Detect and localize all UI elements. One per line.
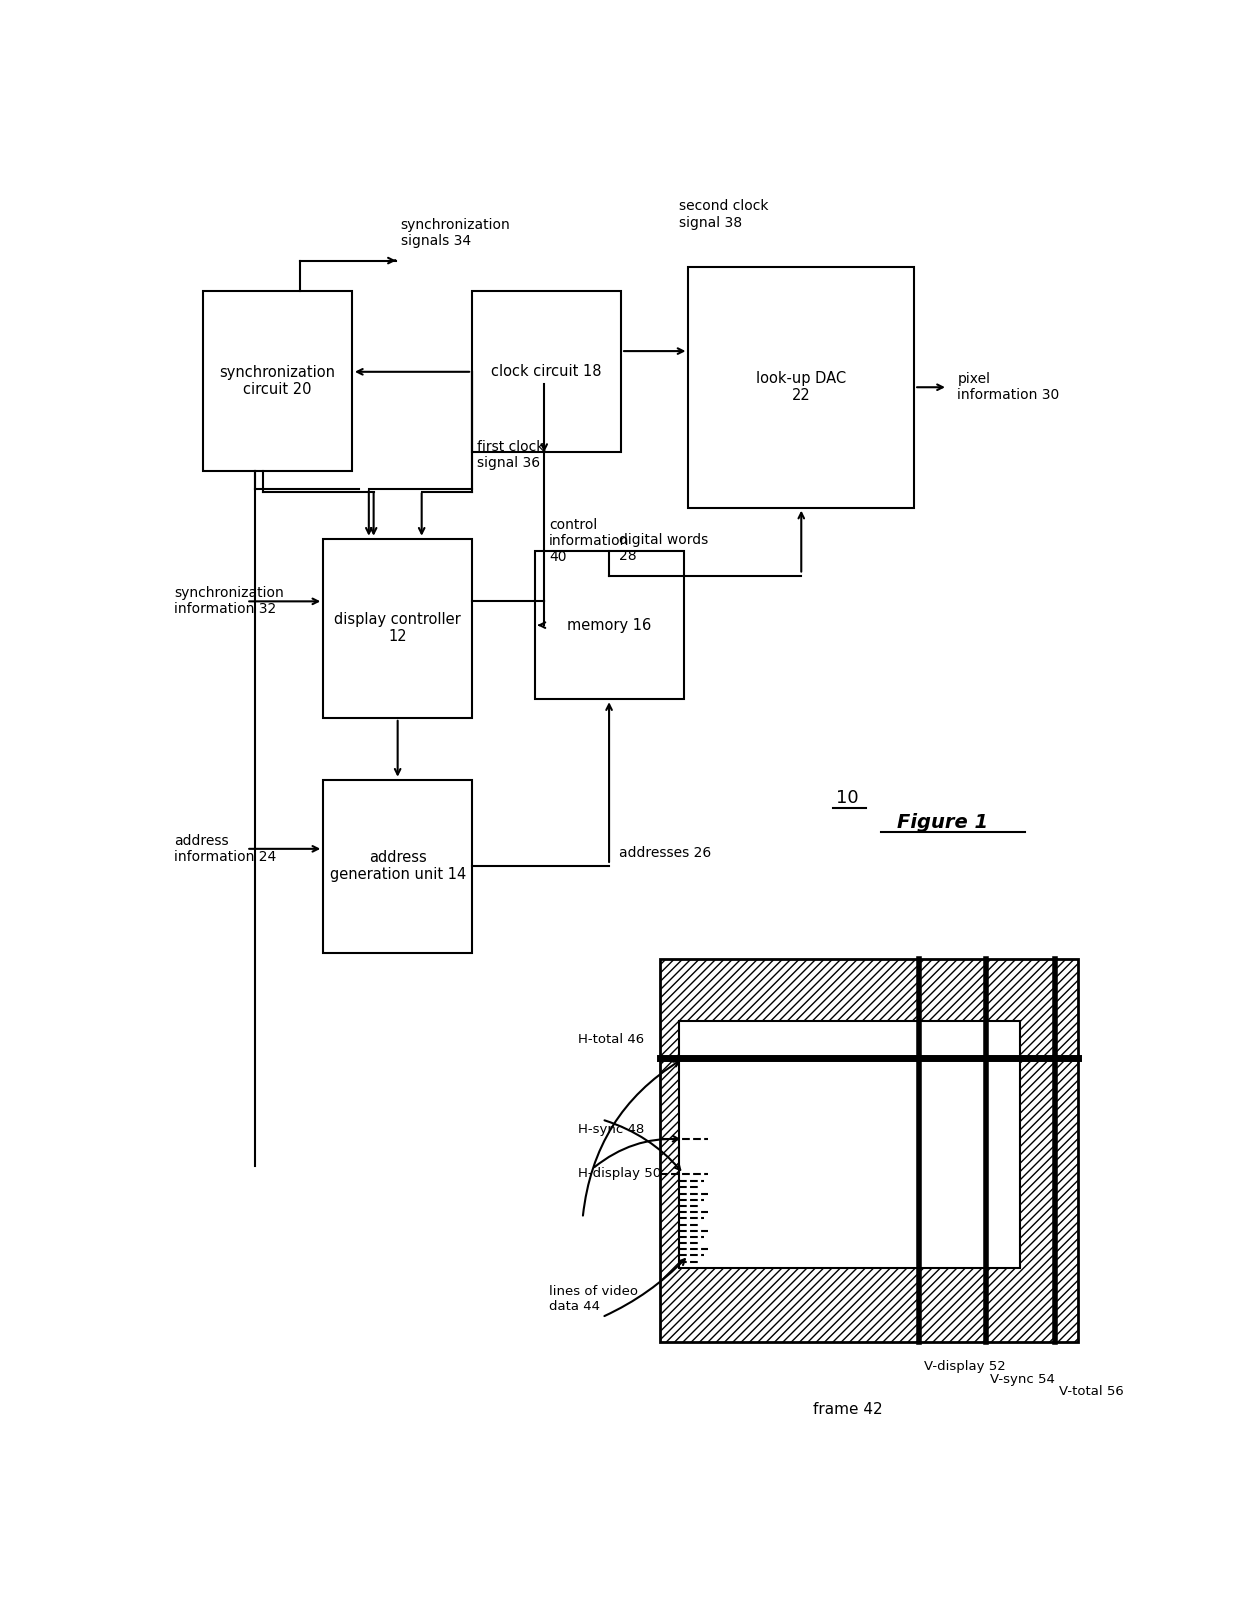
Text: look-up DAC
22: look-up DAC 22	[756, 371, 847, 403]
Bar	[660, 958, 1078, 1342]
Text: memory 16: memory 16	[567, 618, 651, 632]
Text: lines of video
data 44: lines of video data 44	[549, 1284, 639, 1313]
Text: H-sync 48: H-sync 48	[578, 1124, 644, 1136]
Text: H-total 46: H-total 46	[578, 1034, 644, 1046]
Text: digital words
28: digital words 28	[619, 533, 708, 563]
Text: second clock
signal 38: second clock signal 38	[678, 199, 769, 230]
Text: Figure 1: Figure 1	[898, 814, 988, 833]
Bar	[472, 292, 621, 453]
Text: V-total 56: V-total 56	[1059, 1385, 1125, 1398]
Text: synchronization
circuit 20: synchronization circuit 20	[219, 364, 336, 398]
Bar	[203, 292, 352, 470]
Text: display controller
12: display controller 12	[335, 612, 461, 645]
Text: frame 42: frame 42	[813, 1403, 883, 1417]
Bar	[688, 266, 914, 507]
Text: 10: 10	[836, 790, 858, 807]
Bar	[678, 1021, 1019, 1268]
Bar	[324, 780, 472, 953]
Text: H-display 50: H-display 50	[578, 1167, 661, 1180]
Text: synchronization
signals 34: synchronization signals 34	[401, 218, 511, 249]
Text: control
information
40: control information 40	[549, 518, 630, 565]
Text: addresses 26: addresses 26	[619, 846, 711, 860]
Text: V-display 52: V-display 52	[924, 1361, 1006, 1374]
Text: synchronization
information 32: synchronization information 32	[174, 586, 284, 616]
Text: first clock
signal 36: first clock signal 36	[477, 440, 544, 470]
Bar	[534, 551, 683, 700]
Text: address
information 24: address information 24	[174, 833, 277, 863]
Text: V-sync 54: V-sync 54	[991, 1372, 1055, 1385]
Text: address
generation unit 14: address generation unit 14	[330, 851, 466, 883]
Text: pixel
information 30: pixel information 30	[957, 372, 1060, 403]
Bar	[324, 539, 472, 717]
Text: clock circuit 18: clock circuit 18	[491, 364, 601, 379]
